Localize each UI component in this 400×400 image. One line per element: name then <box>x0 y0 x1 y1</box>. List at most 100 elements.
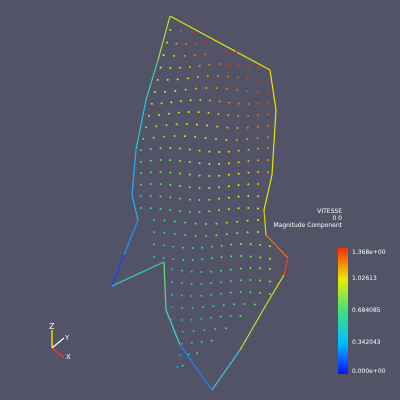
vector-point <box>230 243 233 246</box>
vector-point <box>259 256 262 259</box>
vector-point <box>256 125 259 128</box>
vector-point <box>172 245 175 248</box>
vector-point <box>218 197 220 200</box>
vector-point <box>180 319 183 321</box>
vector-point <box>225 327 227 330</box>
legend-tick-4: 0.342043 <box>352 339 381 346</box>
vector-point <box>153 231 155 234</box>
vector-point <box>225 87 228 90</box>
vector-point <box>149 207 152 210</box>
vector-point <box>267 171 269 174</box>
vector-point <box>229 268 232 271</box>
vector-point <box>159 207 162 210</box>
vector-point <box>171 354 173 357</box>
vector-point <box>190 318 193 321</box>
vector-point <box>180 294 183 297</box>
orientation-axes-icon[interactable]: Z Y X <box>40 318 80 364</box>
vector-point <box>247 148 250 151</box>
vector-point <box>212 305 215 308</box>
vector-point <box>228 63 231 66</box>
vector-point <box>190 270 193 273</box>
vector-point <box>183 135 186 138</box>
vector-point <box>220 292 222 295</box>
vector-point <box>171 330 173 333</box>
vector-point <box>218 151 221 153</box>
vector-point <box>208 175 211 177</box>
vector-point <box>166 78 169 81</box>
vector-point <box>140 195 142 198</box>
vector-point <box>210 293 213 296</box>
vector-point <box>269 245 271 248</box>
vector-point <box>159 66 162 69</box>
vector-point <box>159 159 162 161</box>
vector-point <box>169 196 172 199</box>
axis-y-label: Y <box>64 334 70 342</box>
vector-point <box>214 328 217 331</box>
vector-point <box>229 315 232 317</box>
vector-point <box>188 161 191 163</box>
vector-point <box>200 317 203 320</box>
vector-point <box>204 137 207 139</box>
vector-point <box>191 306 194 309</box>
vector-point <box>257 231 259 233</box>
vector-point <box>149 195 152 197</box>
vector-point <box>148 114 150 117</box>
vector-point <box>210 339 213 342</box>
vector-point <box>149 159 152 162</box>
vector-point <box>174 89 177 92</box>
vector-point <box>189 99 192 102</box>
vector-point <box>220 244 223 247</box>
vector-point <box>226 75 229 78</box>
vector-point <box>225 221 228 224</box>
vector-point <box>206 75 209 78</box>
vector-point <box>194 135 197 138</box>
vector-point <box>163 231 166 234</box>
vector-point <box>249 243 252 246</box>
vector-point <box>247 207 250 209</box>
vector-point <box>269 280 271 283</box>
vector-point <box>169 159 172 162</box>
vector-point <box>140 149 142 152</box>
vector-point <box>180 30 183 33</box>
vector-point <box>190 282 193 285</box>
vector-point <box>256 90 259 93</box>
vector-point <box>227 114 230 117</box>
vector-point <box>269 257 271 260</box>
vector-point <box>218 186 220 189</box>
vector-point <box>190 30 193 33</box>
vector-point <box>216 75 219 77</box>
vector-point <box>215 87 218 90</box>
vector-point <box>198 149 201 152</box>
vector-point <box>257 66 260 69</box>
vector-point <box>179 66 182 69</box>
vector-point <box>187 111 190 113</box>
vector-point <box>165 124 168 127</box>
vector-point <box>172 258 175 261</box>
vector-point <box>140 183 142 186</box>
vector-point <box>237 184 240 187</box>
vector-point <box>218 63 221 65</box>
vector-point <box>153 219 155 221</box>
vector-point <box>179 147 182 150</box>
vector-point <box>173 54 176 57</box>
vector-point <box>220 281 222 284</box>
vector-point <box>170 101 173 104</box>
vector-point <box>149 148 152 151</box>
vector-point <box>267 113 269 116</box>
vector-point <box>218 162 221 165</box>
vector-point <box>163 219 166 222</box>
vector-point <box>239 315 242 318</box>
vector-point <box>166 41 168 44</box>
vector-point <box>208 210 211 213</box>
legend-tick-2: 1.02613 <box>352 275 377 282</box>
vector-point <box>184 234 187 237</box>
vector-point <box>179 210 181 213</box>
vector-point <box>208 198 211 201</box>
vector-point <box>160 102 163 105</box>
vector-point <box>196 76 199 79</box>
vector-point <box>247 114 250 117</box>
mesh-outline <box>111 15 289 391</box>
vector-point <box>222 304 225 307</box>
vector-point <box>175 42 178 45</box>
